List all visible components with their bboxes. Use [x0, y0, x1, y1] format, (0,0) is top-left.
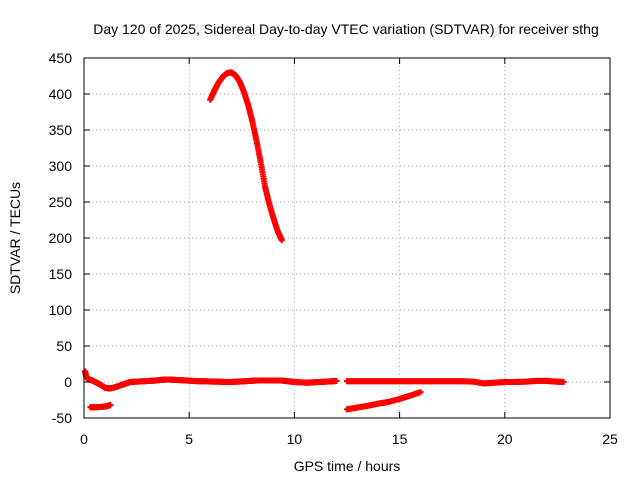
x-axis-label: GPS time / hours: [294, 458, 401, 474]
x-tick-label: 0: [80, 431, 88, 447]
y-tick-label: 450: [49, 50, 73, 66]
x-tick-label: 25: [602, 431, 618, 447]
y-tick-label: 350: [49, 122, 73, 138]
y-tick-label: 250: [49, 194, 73, 210]
y-tick-label: 300: [49, 158, 73, 174]
y-tick-label: -50: [52, 410, 72, 426]
data-point: [560, 379, 567, 385]
data-points: [82, 69, 567, 413]
y-tick-label: 100: [49, 302, 73, 318]
y-axis-label: SDTVAR / TECUs: [7, 182, 23, 294]
y-tick-label: 200: [49, 230, 73, 246]
y-tick-label: 50: [56, 338, 72, 354]
x-tick-label: 20: [497, 431, 513, 447]
x-tick-label: 10: [287, 431, 303, 447]
x-tick-label: 5: [185, 431, 193, 447]
x-tick-label: 15: [392, 431, 408, 447]
grid: [84, 58, 610, 418]
data-point: [333, 377, 340, 384]
y-tick-label: 0: [64, 374, 72, 390]
data-point: [107, 402, 114, 409]
chart-title: Day 120 of 2025, Sidereal Day-to-day VTE…: [93, 21, 599, 37]
axis-ticks: 0 5 10 15 20 25 -50 0 50 100 150 200 250 300 350 400 450: [49, 50, 618, 447]
y-tick-label: 150: [49, 266, 73, 282]
data-point: [417, 389, 424, 396]
plot-frame: [83, 57, 611, 419]
y-tick-label: 400: [49, 86, 73, 102]
data-point: [278, 237, 285, 244]
